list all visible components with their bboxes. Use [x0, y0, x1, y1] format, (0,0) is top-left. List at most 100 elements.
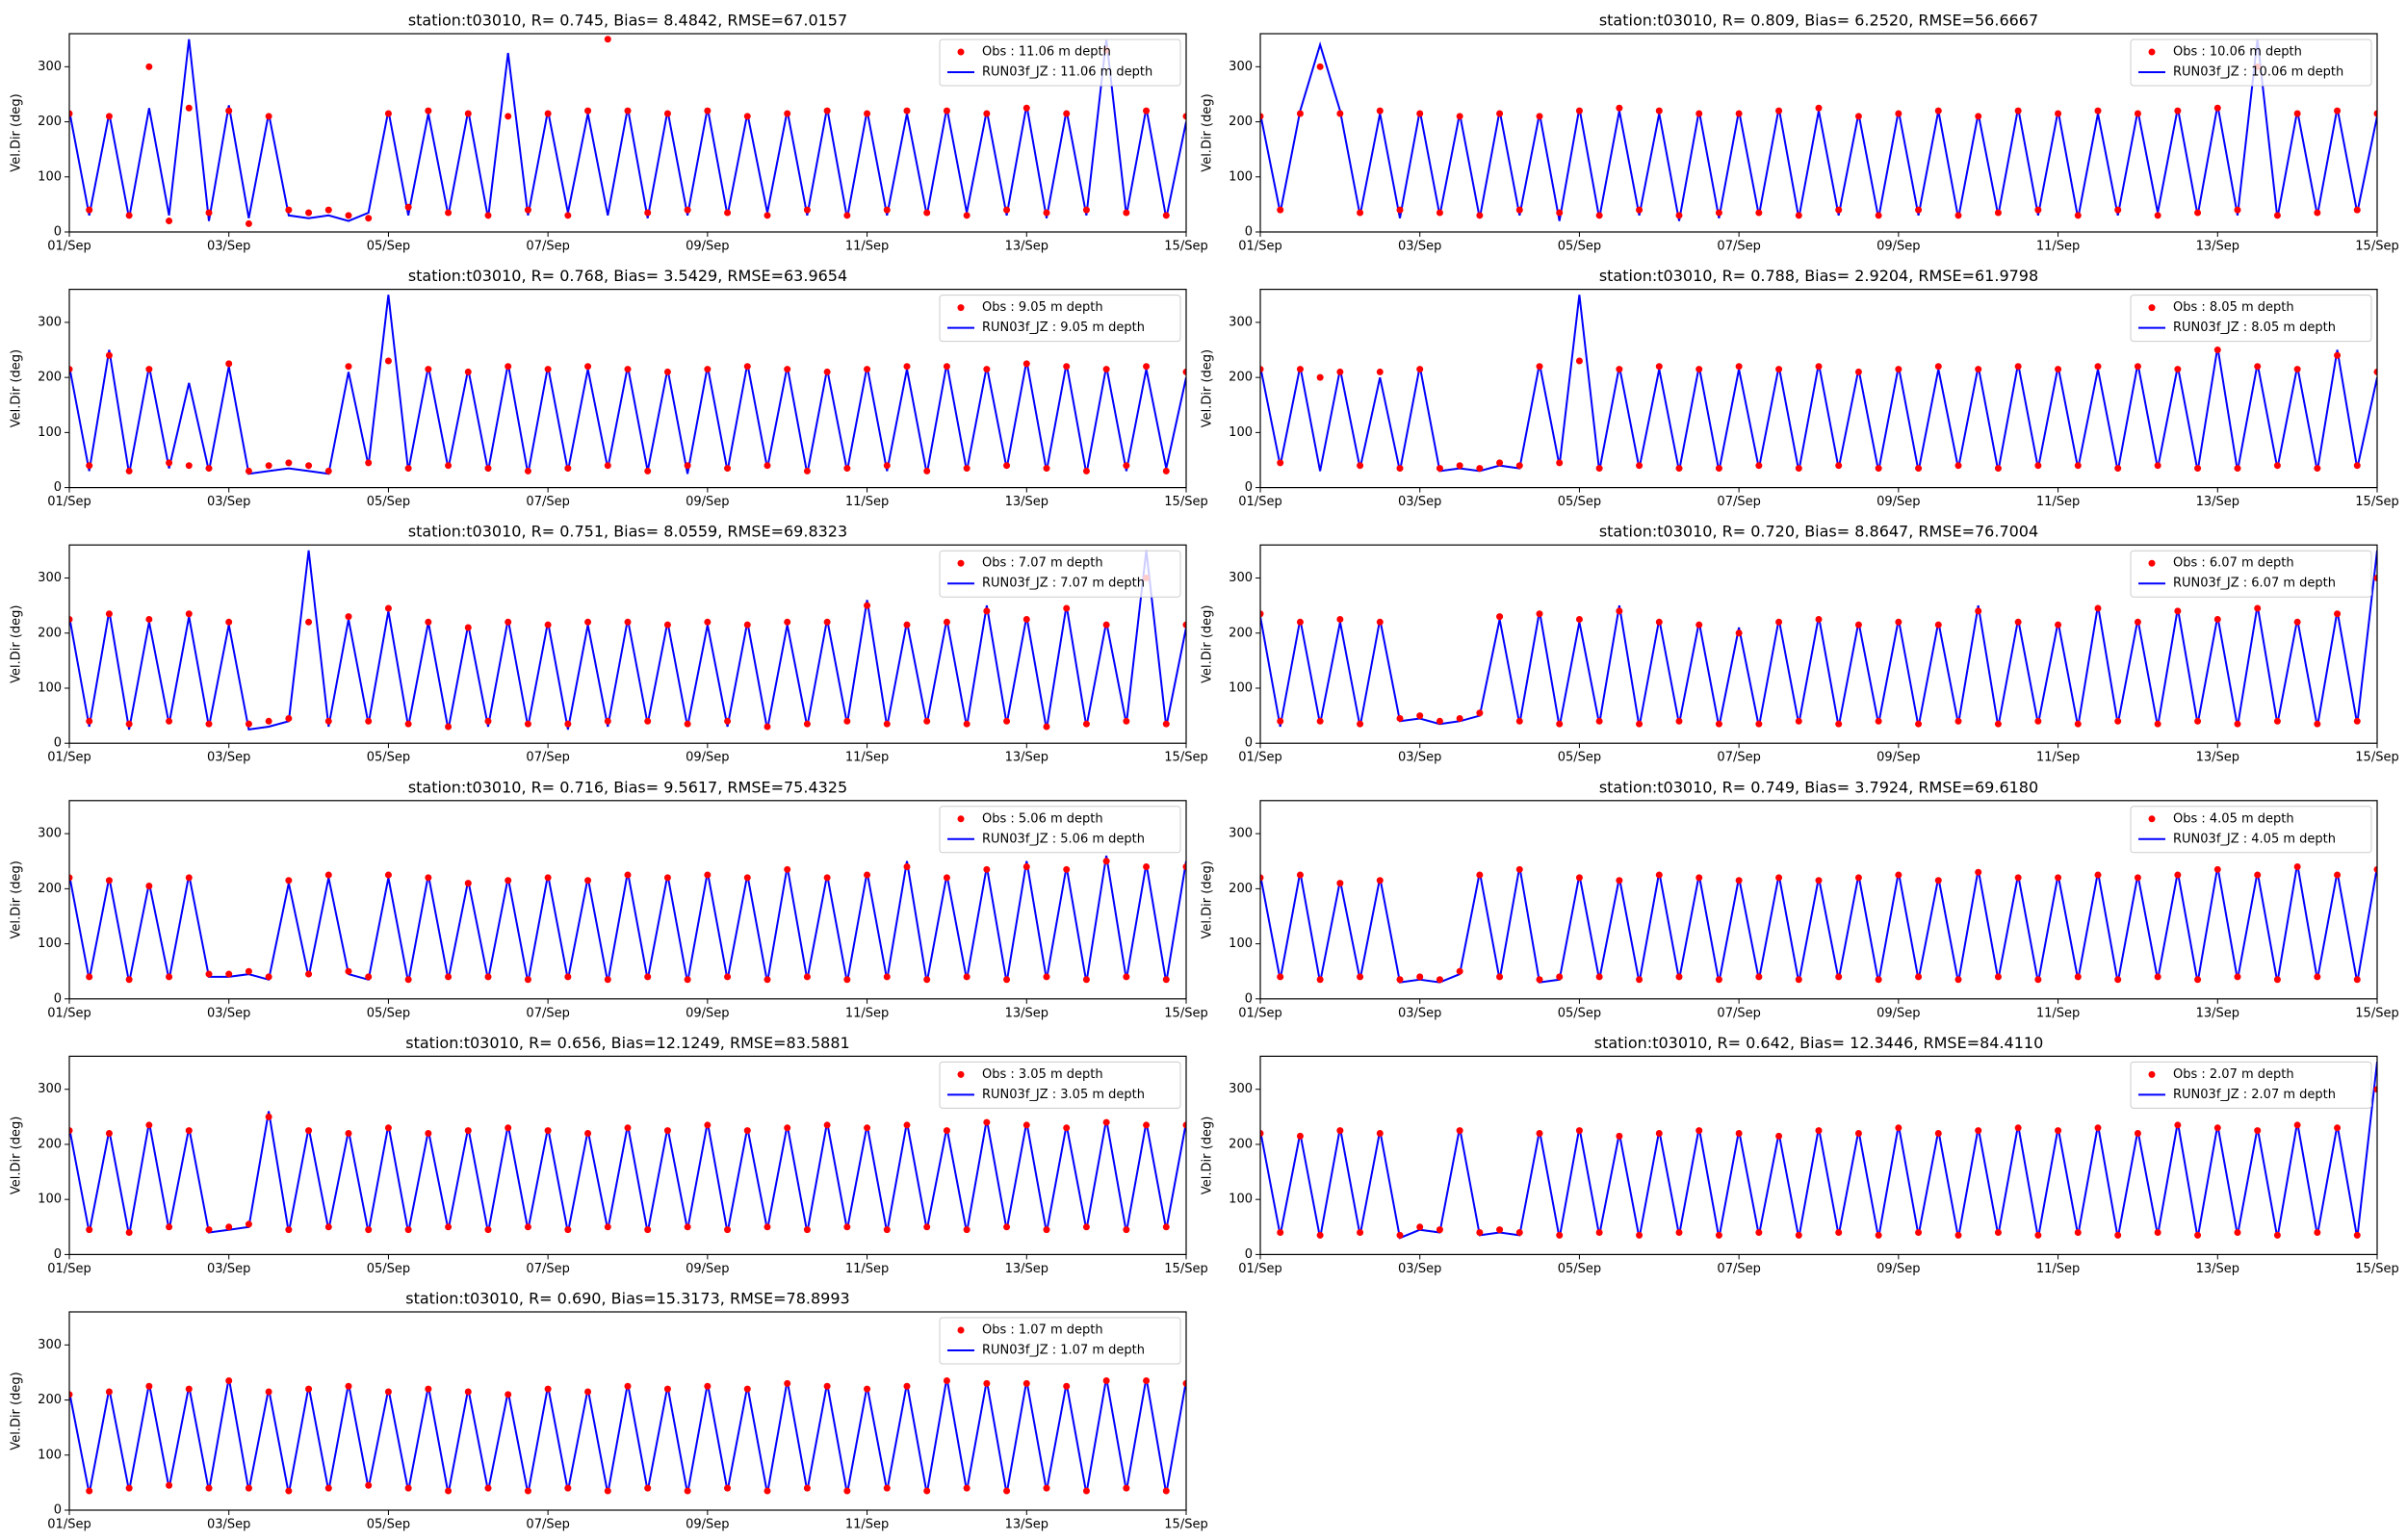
obs-point: [983, 865, 991, 873]
obs-point: [923, 1223, 931, 1231]
y-tick-label: 0: [1245, 1247, 1253, 1262]
obs-point: [2353, 462, 2361, 470]
obs-point: [1575, 615, 1583, 623]
obs-point: [2314, 973, 2321, 981]
model-line: [69, 1377, 1186, 1494]
obs-point: [205, 720, 213, 728]
obs-point: [1316, 1231, 1324, 1239]
obs-point: [903, 107, 911, 115]
obs-point: [1436, 1226, 1443, 1234]
obs-point: [185, 1127, 193, 1135]
obs-point: [1515, 717, 1523, 725]
x-tick-label: 05/Sep: [1558, 240, 1601, 254]
obs-point: [2074, 1229, 2082, 1237]
y-tick-label: 300: [1229, 1082, 1253, 1096]
x-tick-label: 13/Sep: [1005, 751, 1048, 765]
obs-point: [704, 1121, 712, 1129]
obs-point: [1436, 976, 1443, 984]
obs-point: [2114, 1231, 2122, 1239]
x-tick-label: 05/Sep: [367, 495, 410, 509]
obs-point: [663, 1127, 671, 1135]
obs-point: [2134, 110, 2141, 117]
obs-point: [1675, 465, 1683, 473]
obs-point: [105, 1130, 113, 1138]
subplot-title: station:t03010, R= 0.809, Bias= 6.2520, …: [1599, 12, 2038, 30]
obs-point: [803, 467, 811, 475]
obs-point: [1063, 1124, 1071, 1132]
obs-point: [2074, 212, 2082, 219]
obs-point: [1043, 723, 1050, 731]
obs-point: [2373, 110, 2377, 117]
obs-point: [2334, 107, 2342, 115]
obs-point: [2055, 874, 2062, 882]
obs-point: [663, 368, 671, 375]
obs-point: [2055, 1127, 2062, 1135]
obs-point: [1854, 113, 1862, 120]
obs-point: [185, 610, 193, 618]
x-tick-label: 01/Sep: [47, 240, 91, 254]
obs-point: [1123, 1484, 1130, 1492]
x-tick-label: 11/Sep: [845, 751, 889, 765]
legend: Obs : 6.07 m depth RUN03f_JZ : 6.07 m dep…: [2130, 550, 2372, 598]
obs-point: [2353, 717, 2361, 725]
axes-frame: [68, 800, 1187, 1000]
obs-point: [764, 1223, 771, 1231]
obs-point: [724, 973, 732, 981]
obs-point: [464, 1127, 472, 1135]
legend-label: Obs : 3.05 m depth: [982, 1067, 1103, 1082]
obs-point: [445, 1223, 453, 1231]
obs-point: [1895, 1124, 1902, 1132]
y-tick-label: 200: [1229, 626, 1253, 640]
obs-point: [624, 366, 632, 373]
y-tick-label: 100: [38, 1448, 62, 1462]
obs-point: [2334, 351, 2342, 359]
obs-point: [86, 1226, 93, 1234]
obs-point: [425, 1130, 432, 1138]
obs-point: [365, 1226, 373, 1234]
obs-point: [784, 865, 791, 873]
obs-point: [1695, 874, 1703, 882]
x-tick-label: 13/Sep: [1005, 1518, 1048, 1532]
obs-point: [663, 110, 671, 117]
obs-point: [1376, 877, 1384, 885]
y-tick-label: 0: [54, 1247, 62, 1262]
x-tick-label: 05/Sep: [367, 1518, 410, 1532]
subplot-title: station:t03010, R= 0.788, Bias= 2.9204, …: [1599, 267, 2038, 285]
obs-point: [2234, 720, 2241, 728]
legend-label: RUN03f_JZ : 8.05 m depth: [2173, 321, 2336, 335]
x-tick-label: 11/Sep: [2036, 495, 2080, 509]
obs-point: [1515, 462, 1523, 470]
obs-point: [166, 1481, 173, 1489]
obs-point: [743, 113, 751, 120]
axes-frame: [1259, 800, 2378, 1000]
obs-point: [803, 973, 811, 981]
obs-point: [1616, 366, 1623, 373]
obs-point: [205, 1484, 213, 1492]
obs-point: [724, 1226, 732, 1234]
obs-point: [2055, 621, 2062, 629]
obs-point: [1182, 1121, 1186, 1129]
subplot-title: station:t03010, R= 0.768, Bias= 3.5429, …: [408, 267, 847, 285]
obs-point: [2273, 976, 2281, 984]
obs-point: [1043, 1226, 1050, 1234]
obs-point: [764, 212, 771, 219]
x-tick-label: 13/Sep: [1005, 1006, 1048, 1020]
obs-point: [704, 618, 712, 626]
obs-point: [2273, 212, 2281, 219]
x-tick-label: 01/Sep: [47, 1262, 91, 1276]
obs-point: [943, 874, 950, 882]
x-tick-label: 07/Sep: [526, 1262, 569, 1276]
x-tick-label: 15/Sep: [2355, 751, 2398, 765]
obs-point: [1143, 363, 1151, 371]
obs-point: [1994, 209, 2002, 217]
y-tick-label: 0: [54, 736, 62, 751]
obs-point: [803, 206, 811, 214]
obs-point: [2194, 976, 2202, 984]
obs-point: [1277, 717, 1284, 725]
obs-point: [245, 1220, 252, 1228]
y-tick-label: 200: [38, 1137, 62, 1151]
obs-point: [1875, 1231, 1882, 1239]
obs-point: [2154, 720, 2161, 728]
obs-point: [1162, 467, 1170, 475]
obs-point: [1636, 206, 1643, 214]
